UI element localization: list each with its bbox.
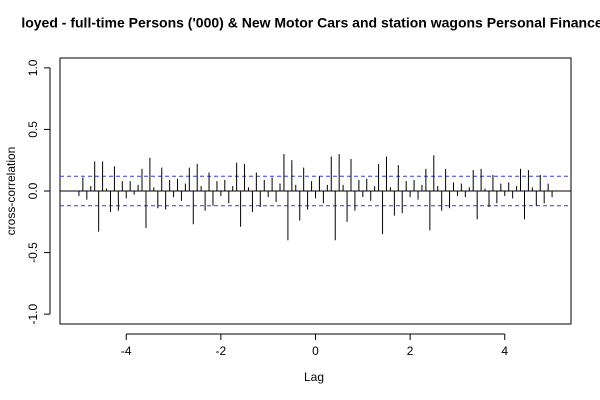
x-tick-label: 4 [501,344,508,358]
x-tick-label: 2 [407,344,414,358]
chart-title: loyed - full-time Persons ('000) & New M… [21,15,600,31]
x-tick-label: -4 [121,344,132,358]
y-tick-label: -0.5 [26,242,40,263]
x-tick-label: -2 [216,344,227,358]
y-tick-label: 0.0 [26,182,40,199]
y-axis-label: cross-correlation [4,147,18,236]
y-tick-label: 1.0 [26,59,40,76]
x-axis-label: Lag [304,370,324,384]
y-tick-label: -1.0 [26,303,40,324]
y-tick-label: 0.5 [26,121,40,138]
x-tick-label: 0 [312,344,319,358]
